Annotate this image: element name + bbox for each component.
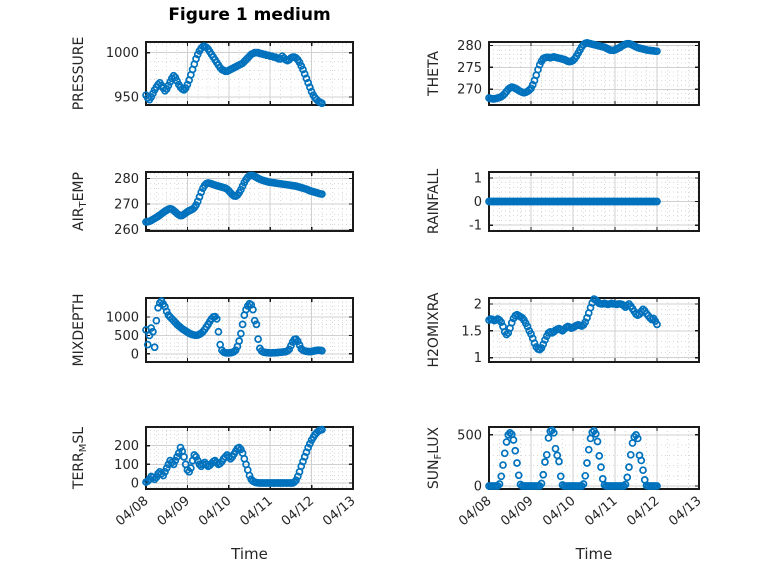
rainfall-data-markers [485,197,661,206]
svg-text:0: 0 [131,347,139,362]
pressure-axes-frame [145,41,354,106]
svg-text:100: 100 [114,458,139,473]
airtemp-y-axis-label: AIRTEMP [71,172,89,231]
pressure-y-axis-label: PRESSURE [71,37,87,111]
svg-text:04/10: 04/10 [196,494,234,530]
svg-text:2: 2 [474,297,482,312]
sunflux-plot-svg: 0 500 SUNFLUX 04/08 04/09 04/10 04/11 04/12 04/1… [426,426,705,529]
svg-text:950: 950 [114,91,139,106]
sunflux-x-tick-labels: 04/08 04/09 04/10 04/11 04/12 04/13 [456,494,704,530]
svg-text:H2OMIXRA: H2OMIXRA [426,292,442,367]
terrmsl-y-axis-label: TERRMSL [71,427,89,490]
svg-text:04/13: 04/13 [320,494,358,530]
mixdepth-y-tick-labels: 0 500 1000 [106,311,139,363]
x-axis-label-left: Time [231,545,268,563]
figure-title: Figure 1 medium [168,5,331,25]
mixdepth-axes-frame [145,297,354,363]
subplot-pressure: 950 1000 PRESSURE [71,37,354,110]
subplot-air-temp: 260 270 280 AIRTEMP [71,171,354,238]
svg-text:1000: 1000 [106,311,139,326]
svg-text:04/13: 04/13 [666,494,704,530]
rainfall-minor-grid [489,172,699,231]
pressure-plot-svg: 950 1000 PRESSURE [71,37,354,110]
terrmsl-axes-frame [145,426,354,490]
subplot-rainfall: -1 0 1 RAINFALL [426,169,700,234]
svg-text:200: 200 [114,439,139,454]
svg-text:270: 270 [114,198,139,213]
theta-y-axis-label: THETA [426,51,442,97]
svg-text:04/08: 04/08 [456,494,494,530]
x-axis-label-right: Time [575,545,613,563]
svg-text:PRESSURE: PRESSURE [71,37,87,111]
svg-text:1: 1 [474,351,482,366]
svg-text:500: 500 [114,329,139,344]
svg-text:270: 270 [457,83,482,98]
airtemp-y-tick-labels: 260 270 280 [114,172,139,238]
svg-text:280: 280 [457,39,482,54]
h2omixra-major-grid [489,298,699,362]
airtemp-data-markers [142,171,326,226]
theta-data-markers [485,39,661,103]
svg-text:275: 275 [457,61,482,76]
subplot-h2omixra: 1 1.5 2 H2OMIXRA [426,292,700,368]
svg-text:AIRTEMP: AIRTEMP [71,172,89,231]
subplot-mixdepth: 0 500 1000 MIXDEPTH [71,294,354,366]
airtemp-plot-svg: 260 270 280 AIRTEMP [71,171,354,238]
svg-text:THETA: THETA [426,51,442,97]
terrmsl-y-tick-labels: 0 100 200 [114,439,139,491]
svg-text:04/10: 04/10 [540,494,578,530]
svg-text:04/11: 04/11 [582,494,620,530]
svg-text:-1: -1 [469,219,482,234]
sunflux-data-markers [485,426,661,490]
sunflux-y-tick-labels: 0 500 [457,428,482,494]
svg-text:TERRMSL: TERRMSL [71,427,89,490]
svg-text:0: 0 [474,480,482,495]
sunflux-minor-grid [489,427,699,489]
svg-text:04/11: 04/11 [237,494,275,530]
svg-text:1.5: 1.5 [461,324,482,339]
h2omixra-data-markers [485,295,661,354]
pressure-minor-grid [146,42,353,105]
terrmsl-x-tick-labels: 04/08 04/09 04/10 04/11 04/12 04/13 [113,494,358,530]
pressure-y-tick-labels: 950 1000 [106,46,139,105]
svg-text:0: 0 [131,477,139,492]
rainfall-plot-svg: -1 0 1 RAINFALL [426,169,700,234]
rainfall-y-axis-label: RAINFALL [426,169,442,234]
svg-text:1: 1 [474,171,482,186]
theta-y-tick-labels: 270 275 280 [457,39,482,98]
subplot-sun-flux: 0 500 SUNFLUX 04/08 04/09 04/10 04/11 04/12 04/1… [426,426,705,529]
subplot-theta: 270 275 280 THETA [426,39,700,106]
mixdepth-plot-svg: 0 500 1000 MIXDEPTH [71,294,354,366]
subplot-terr-msl: 0 100 200 TERRMSL 04/08 04/09 04/10 04/11 04/12 0… [71,425,359,529]
svg-text:0: 0 [474,195,482,210]
mixdepth-y-axis-label: MIXDEPTH [71,294,87,367]
terrmsl-data-markers [142,425,326,487]
theta-plot-svg: 270 275 280 THETA [426,39,700,106]
svg-text:04/09: 04/09 [498,494,536,530]
svg-text:280: 280 [114,172,139,187]
svg-text:04/12: 04/12 [624,494,662,530]
svg-text:04/12: 04/12 [279,494,317,530]
svg-text:260: 260 [114,223,139,238]
h2omixra-y-tick-labels: 11.52 [461,297,482,366]
svg-text:04/08: 04/08 [113,494,151,530]
svg-text:1000: 1000 [106,46,139,61]
h2omixra-y-axis-label: H2OMIXRA [426,292,442,367]
rainfall-y-tick-labels: -1 0 1 [469,171,482,233]
svg-text:500: 500 [457,428,482,443]
pressure-data-markers [142,42,326,108]
mixdepth-data-markers [142,297,326,357]
svg-text:SUNFLUX: SUNFLUX [426,426,444,489]
svg-text:04/09: 04/09 [155,494,193,530]
sunflux-y-axis-label: SUNFLUX [426,426,444,489]
svg-text:MIXDEPTH: MIXDEPTH [71,294,87,367]
airtemp-major-grid [146,172,353,231]
svg-text:RAINFALL: RAINFALL [426,169,442,234]
